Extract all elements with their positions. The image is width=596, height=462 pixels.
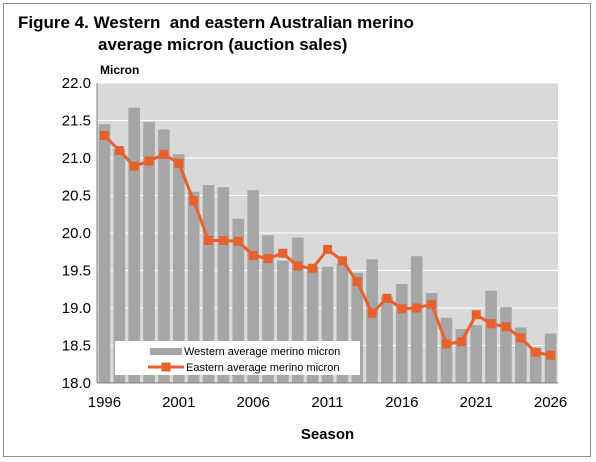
eastern-marker bbox=[412, 303, 422, 313]
eastern-marker bbox=[144, 156, 154, 166]
western-bar bbox=[306, 266, 319, 383]
y-tick-label: 19.0 bbox=[62, 300, 91, 317]
western-bar bbox=[128, 107, 140, 383]
eastern-marker bbox=[323, 245, 332, 254]
y-tick-label: 18.0 bbox=[62, 375, 91, 392]
y-tick-label: 20.0 bbox=[62, 225, 91, 242]
y-tick-label: 21.5 bbox=[62, 113, 91, 130]
legend: Western average merino micron Eastern av… bbox=[115, 341, 360, 375]
eastern-marker bbox=[352, 277, 362, 287]
western-bar bbox=[381, 296, 393, 383]
eastern-line-series bbox=[99, 131, 556, 360]
western-bar bbox=[232, 218, 245, 383]
eastern-marker bbox=[486, 319, 496, 329]
eastern-marker bbox=[308, 263, 318, 273]
chart-title-line-2: average micron (auction sales) bbox=[98, 35, 348, 54]
western-bar bbox=[529, 347, 542, 383]
western-bar bbox=[143, 122, 155, 383]
eastern-marker bbox=[471, 310, 481, 320]
western-bar bbox=[425, 293, 438, 383]
western-bar bbox=[455, 329, 468, 383]
western-bars bbox=[98, 107, 557, 383]
y-axis: 18.0 18.5 19.0 19.5 20.0 20.5 21.0 21.5 22.0 bbox=[62, 75, 98, 392]
eastern-marker bbox=[397, 304, 407, 314]
eastern-marker bbox=[174, 158, 184, 168]
eastern-marker bbox=[427, 299, 437, 309]
legend-eastern-label: Eastern average merino micron bbox=[186, 362, 339, 374]
eastern-marker bbox=[204, 236, 214, 245]
x-tick-label: 2001 bbox=[162, 394, 195, 411]
eastern-marker bbox=[501, 322, 511, 332]
x-tick-label: 2006 bbox=[236, 394, 269, 411]
western-bar bbox=[262, 235, 274, 383]
x-tick-label: 2011 bbox=[311, 394, 343, 411]
legend-marker-swatch bbox=[161, 362, 171, 372]
western-bar bbox=[217, 187, 230, 383]
eastern-marker bbox=[546, 350, 556, 360]
western-bar bbox=[158, 129, 170, 383]
western-bar bbox=[321, 266, 334, 383]
western-bar bbox=[336, 263, 349, 383]
eastern-marker bbox=[293, 261, 303, 271]
x-tick-label: 2016 bbox=[385, 394, 418, 411]
y-tick-label: 21.0 bbox=[62, 150, 91, 167]
x-tick-label: 2021 bbox=[460, 394, 493, 411]
western-bar bbox=[291, 237, 304, 383]
eastern-marker bbox=[337, 256, 347, 266]
eastern-marker bbox=[441, 339, 451, 349]
western-bar bbox=[202, 185, 215, 383]
western-bar bbox=[440, 317, 453, 383]
eastern-marker bbox=[159, 149, 169, 159]
chart-title-line-1: Figure 4. Western and eastern Australian… bbox=[18, 13, 414, 32]
western-bar bbox=[410, 256, 423, 383]
western-bar bbox=[351, 272, 364, 383]
eastern-marker bbox=[263, 254, 273, 263]
y-axis-unit-label: Micron bbox=[100, 63, 139, 77]
western-bar bbox=[470, 325, 483, 383]
y-tick-label: 22.0 bbox=[62, 75, 91, 92]
legend-bar-swatch bbox=[150, 348, 182, 355]
eastern-marker bbox=[99, 131, 109, 140]
eastern-marker bbox=[129, 161, 139, 171]
eastern-marker bbox=[233, 236, 243, 246]
eastern-marker bbox=[248, 251, 258, 260]
y-tick-label: 18.5 bbox=[62, 338, 91, 355]
legend-box bbox=[115, 341, 360, 375]
y-tick-label: 20.5 bbox=[62, 188, 91, 205]
eastern-marker bbox=[189, 196, 199, 206]
eastern-marker bbox=[367, 308, 377, 318]
legend-western-label: Western average merino micron bbox=[184, 346, 340, 358]
eastern-marker bbox=[218, 236, 228, 245]
x-axis-title: Season bbox=[301, 426, 354, 443]
western-bar bbox=[515, 327, 527, 383]
western-bar bbox=[485, 290, 497, 383]
eastern-marker bbox=[531, 347, 541, 357]
western-bar bbox=[396, 284, 408, 383]
eastern-marker bbox=[382, 293, 392, 303]
x-tick-label: 1996 bbox=[88, 394, 121, 411]
western-bar bbox=[366, 259, 378, 383]
western-bar bbox=[500, 307, 512, 383]
x-tick-label: 2026 bbox=[534, 394, 567, 411]
eastern-marker bbox=[114, 146, 124, 155]
western-bar bbox=[187, 191, 200, 383]
western-bar bbox=[247, 190, 259, 383]
western-bar bbox=[113, 149, 126, 383]
eastern-marker bbox=[278, 248, 288, 258]
eastern-marker bbox=[456, 337, 466, 347]
x-axis: 1996 2001 2006 2011 2016 2021 2026 bbox=[88, 382, 567, 411]
eastern-marker bbox=[516, 333, 526, 343]
western-bar bbox=[277, 260, 289, 383]
y-tick-label: 19.5 bbox=[62, 263, 91, 280]
western-bar bbox=[172, 154, 185, 383]
western-bar bbox=[98, 124, 111, 383]
